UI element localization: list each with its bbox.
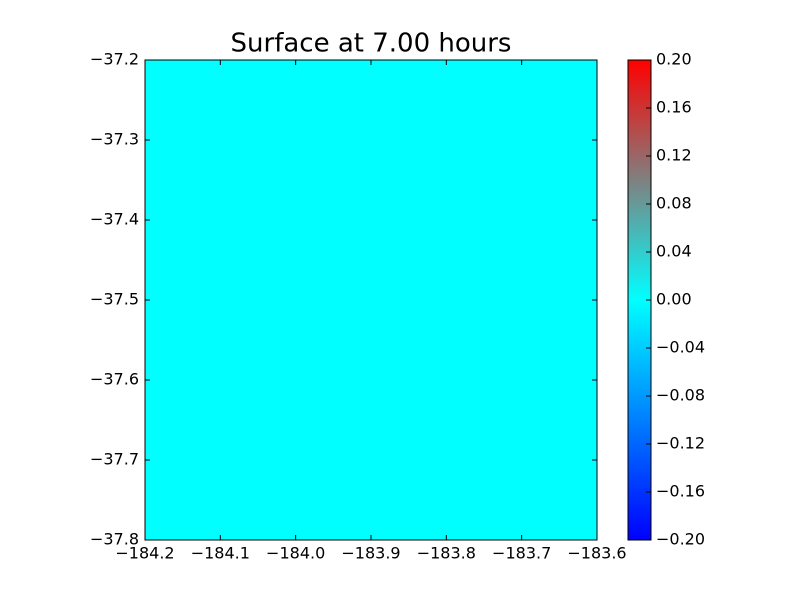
y-tick-label: −37.2 bbox=[90, 50, 139, 69]
y-tick-label: −37.5 bbox=[90, 290, 139, 309]
x-tick-label: −183.9 bbox=[341, 544, 400, 563]
chart-title: Surface at 7.00 hours bbox=[231, 29, 512, 59]
x-tick-label: −183.8 bbox=[417, 544, 476, 563]
y-tick-label: −37.4 bbox=[90, 210, 139, 229]
x-tick-label: −184.0 bbox=[266, 544, 325, 563]
heatmap-cell bbox=[145, 60, 597, 540]
colorbar-tick-label: 0.04 bbox=[656, 242, 692, 261]
y-tick-label: −37.8 bbox=[90, 530, 139, 549]
y-tick-label: −37.3 bbox=[90, 130, 139, 149]
colorbar-tick-label: 0.16 bbox=[656, 98, 692, 117]
x-tick-label: −184.2 bbox=[115, 544, 174, 563]
y-tick-label: −37.6 bbox=[90, 370, 139, 389]
x-tick-label: −183.6 bbox=[567, 544, 626, 563]
colorbar-tick-label: −0.12 bbox=[656, 434, 705, 453]
colorbar-tick-label: −0.08 bbox=[656, 386, 705, 405]
x-tick-label: −184.1 bbox=[191, 544, 250, 563]
colorbar-tick-label: −0.04 bbox=[656, 338, 705, 357]
colorbar-tick-label: 0.20 bbox=[656, 50, 692, 69]
x-tick-label: −183.7 bbox=[492, 544, 551, 563]
colorbar-tick-label: 0.08 bbox=[656, 194, 692, 213]
colorbar-tick-label: 0.12 bbox=[656, 146, 692, 165]
colorbar-tick-label: −0.16 bbox=[656, 482, 705, 501]
colorbar-tick-label: −0.20 bbox=[656, 530, 705, 549]
y-tick-label: −37.7 bbox=[90, 450, 139, 469]
colorbar-tick-label: 0.00 bbox=[656, 290, 692, 309]
